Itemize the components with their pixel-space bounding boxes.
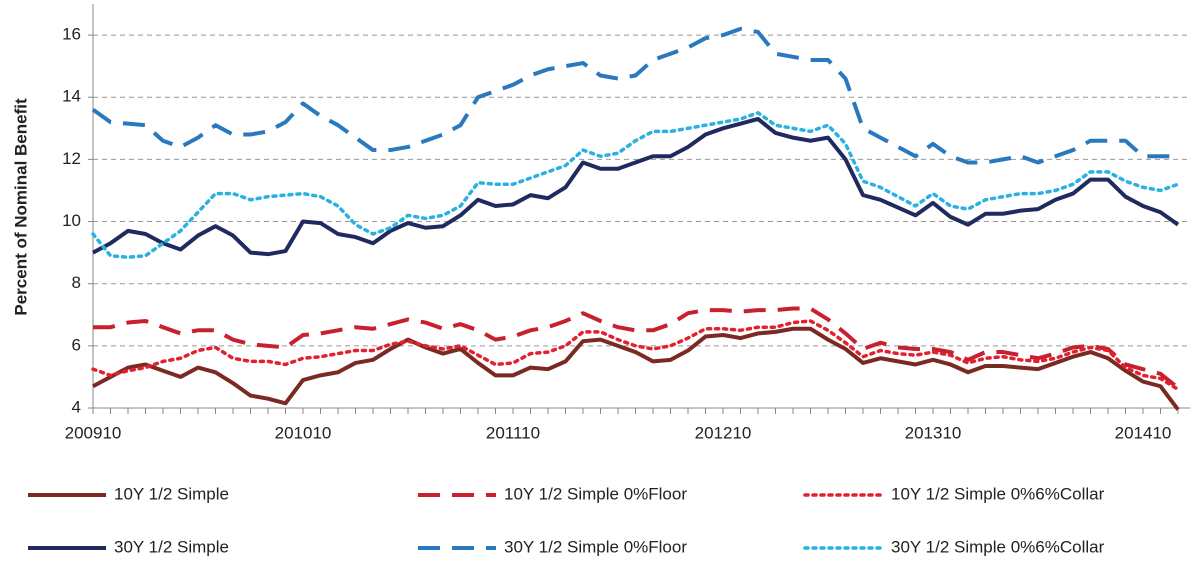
series-line <box>91 319 1180 392</box>
y-tick-label: 10 <box>62 211 81 230</box>
series-line <box>93 306 1180 390</box>
y-tick-label: 12 <box>62 149 81 168</box>
x-tick-label: 201010 <box>275 423 332 442</box>
x-tick-label: 201110 <box>486 423 540 442</box>
legend-label: 30Y 1/2 Simple 0%Floor <box>504 537 687 556</box>
legend-label: 30Y 1/2 Simple 0%6%Collar <box>891 537 1105 556</box>
series-line <box>91 26 1178 165</box>
series-line <box>92 326 1180 411</box>
y-tick-label: 4 <box>72 397 81 416</box>
series-line <box>91 111 1180 260</box>
y-tick-label: 6 <box>72 335 81 354</box>
y-tick-label: 16 <box>62 25 81 44</box>
y-tick-label: 8 <box>72 273 81 292</box>
x-tick-label: 201210 <box>695 423 752 442</box>
y-axis-label: Percent of Nominal Benefit <box>11 98 30 316</box>
legend-label: 10Y 1/2 Simple <box>114 484 229 503</box>
legend-label: 10Y 1/2 Simple 0%6%Collar <box>891 484 1105 503</box>
y-tick-label: 14 <box>62 87 81 106</box>
legend-label: 10Y 1/2 Simple 0%Floor <box>504 484 687 503</box>
legend-label: 30Y 1/2 Simple <box>114 537 229 556</box>
x-tick-label: 201310 <box>905 423 962 442</box>
x-tick-label: 200910 <box>65 423 122 442</box>
series-line <box>92 116 1180 257</box>
x-tick-label: 201410 <box>1115 423 1172 442</box>
